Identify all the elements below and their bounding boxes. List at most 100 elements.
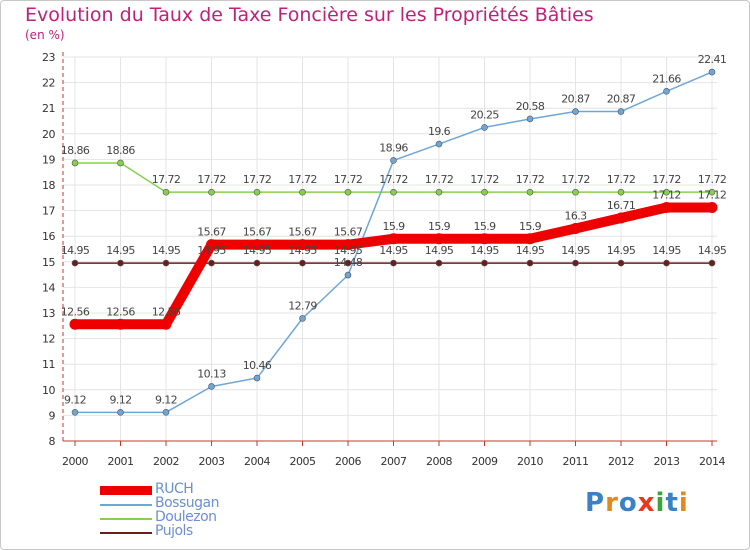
legend-swatch (100, 486, 152, 495)
y-tick-label: 20 (42, 128, 55, 141)
point-bossugan (390, 157, 397, 164)
x-tick-label: 2007 (381, 455, 407, 468)
data-label-bossugan: 19.6 (428, 125, 451, 138)
data-label-ruch: 17.12 (698, 189, 727, 202)
point-ruch (661, 202, 672, 214)
y-tick-label: 16 (42, 230, 55, 243)
data-label-pujols: 14.95 (561, 244, 590, 257)
data-label-pujols: 14.95 (243, 244, 272, 257)
x-tick-label: 2010 (517, 455, 543, 468)
point-doulezon (208, 188, 215, 196)
y-tick-label: 18 (42, 179, 55, 192)
point-ruch (615, 212, 627, 224)
data-label-bossugan: 9.12 (64, 393, 86, 406)
data-label-pujols: 14.95 (152, 244, 181, 257)
data-label-doulezon: 17.72 (243, 173, 272, 186)
point-doulezon (435, 188, 443, 196)
data-label-pujols: 14.95 (197, 244, 226, 257)
data-label-pujols: 14.95 (334, 244, 363, 257)
point-doulezon (299, 188, 306, 196)
data-label-doulezon: 17.72 (516, 173, 545, 186)
y-tick-label: 19 (42, 153, 55, 166)
point-pujols (208, 259, 215, 267)
data-label-bossugan: 10.13 (197, 367, 226, 380)
point-doulezon (390, 188, 397, 196)
x-tick-label: 2000 (62, 455, 88, 468)
point-ruch (160, 318, 172, 330)
point-ruch (206, 239, 217, 251)
x-tick-label: 2006 (335, 455, 361, 468)
data-label-bossugan: 20.25 (470, 108, 499, 121)
y-tick-label: 15 (42, 256, 55, 269)
x-tick-label: 2014 (699, 455, 725, 468)
data-label-ruch: 12.56 (106, 305, 135, 318)
point-bossugan (617, 108, 625, 115)
point-doulezon (481, 188, 488, 196)
y-tick-label: 10 (42, 384, 55, 397)
logo-letter: r (605, 488, 619, 518)
point-pujols (299, 259, 306, 267)
data-label-bossugan: 20.87 (607, 93, 636, 106)
legend-swatch (100, 532, 152, 534)
y-tick-label: 11 (42, 358, 55, 371)
data-label-pujols: 14.95 (698, 244, 727, 257)
chart-subtitle: (en %) (25, 28, 65, 42)
data-label-doulezon: 17.72 (561, 173, 590, 186)
data-label-ruch: 15.9 (382, 220, 405, 233)
point-doulezon (71, 159, 79, 167)
data-label-bossugan: 20.58 (516, 100, 545, 113)
logo-letter: i (655, 488, 666, 518)
data-label-doulezon: 18.86 (106, 144, 135, 157)
y-tick-label: 23 (42, 51, 55, 64)
data-label-bossugan: 14.48 (334, 256, 363, 269)
data-label-ruch: 16.3 (564, 210, 587, 223)
y-tick-label: 17 (42, 205, 55, 218)
legend-label: RUCH (155, 481, 194, 497)
y-tick-label: 13 (42, 307, 55, 320)
data-label-doulezon: 17.72 (152, 173, 181, 186)
data-label-pujols: 14.95 (425, 244, 454, 257)
legend-swatch (100, 504, 152, 506)
data-label-bossugan: 18.96 (379, 141, 408, 154)
y-tick-label: 14 (42, 281, 55, 294)
data-label-pujols: 14.95 (652, 244, 681, 257)
data-label-pujols: 14.95 (470, 244, 499, 257)
data-label-bossugan: 22.41 (698, 53, 727, 66)
y-tick-label: 12 (42, 333, 55, 346)
point-ruch (297, 239, 308, 251)
legend-label: Pujols (155, 523, 193, 539)
point-ruch (115, 318, 126, 330)
point-ruch (479, 233, 490, 245)
point-doulezon (344, 188, 352, 196)
y-tick-label: 21 (42, 102, 55, 115)
point-pujols (390, 259, 397, 267)
data-label-doulezon: 17.72 (334, 173, 363, 186)
legend-label: Bossugan (155, 495, 219, 511)
data-label-ruch: 15.67 (197, 226, 226, 239)
chart-title: Evolution du Taux de Taxe Foncière sur l… (25, 4, 594, 26)
point-ruch (388, 233, 399, 245)
point-doulezon (617, 188, 625, 196)
data-label-pujols: 14.95 (288, 244, 317, 257)
point-pujols (253, 259, 261, 267)
data-label-doulezon: 17.72 (379, 173, 408, 186)
data-label-pujols: 14.95 (516, 244, 545, 257)
data-label-bossugan: 10.46 (243, 359, 272, 372)
x-tick-label: 2002 (153, 455, 179, 468)
data-label-doulezon: 17.72 (470, 173, 499, 186)
y-tick-label: 8 (49, 435, 56, 448)
point-doulezon (708, 188, 716, 196)
data-label-bossugan: 9.12 (155, 393, 177, 406)
data-label-bossugan: 21.66 (652, 72, 681, 85)
data-label-ruch: 15.9 (519, 220, 542, 233)
point-bossugan (435, 140, 443, 148)
x-tick-label: 2005 (290, 455, 316, 468)
point-bossugan (162, 409, 170, 416)
y-tick-label: 22 (42, 77, 55, 90)
data-label-ruch: 16.71 (607, 199, 636, 212)
point-pujols (344, 259, 352, 267)
point-ruch (433, 233, 445, 245)
data-label-ruch: 15.67 (243, 226, 272, 239)
point-bossugan (572, 108, 579, 115)
data-label-doulezon: 18.86 (61, 144, 90, 157)
